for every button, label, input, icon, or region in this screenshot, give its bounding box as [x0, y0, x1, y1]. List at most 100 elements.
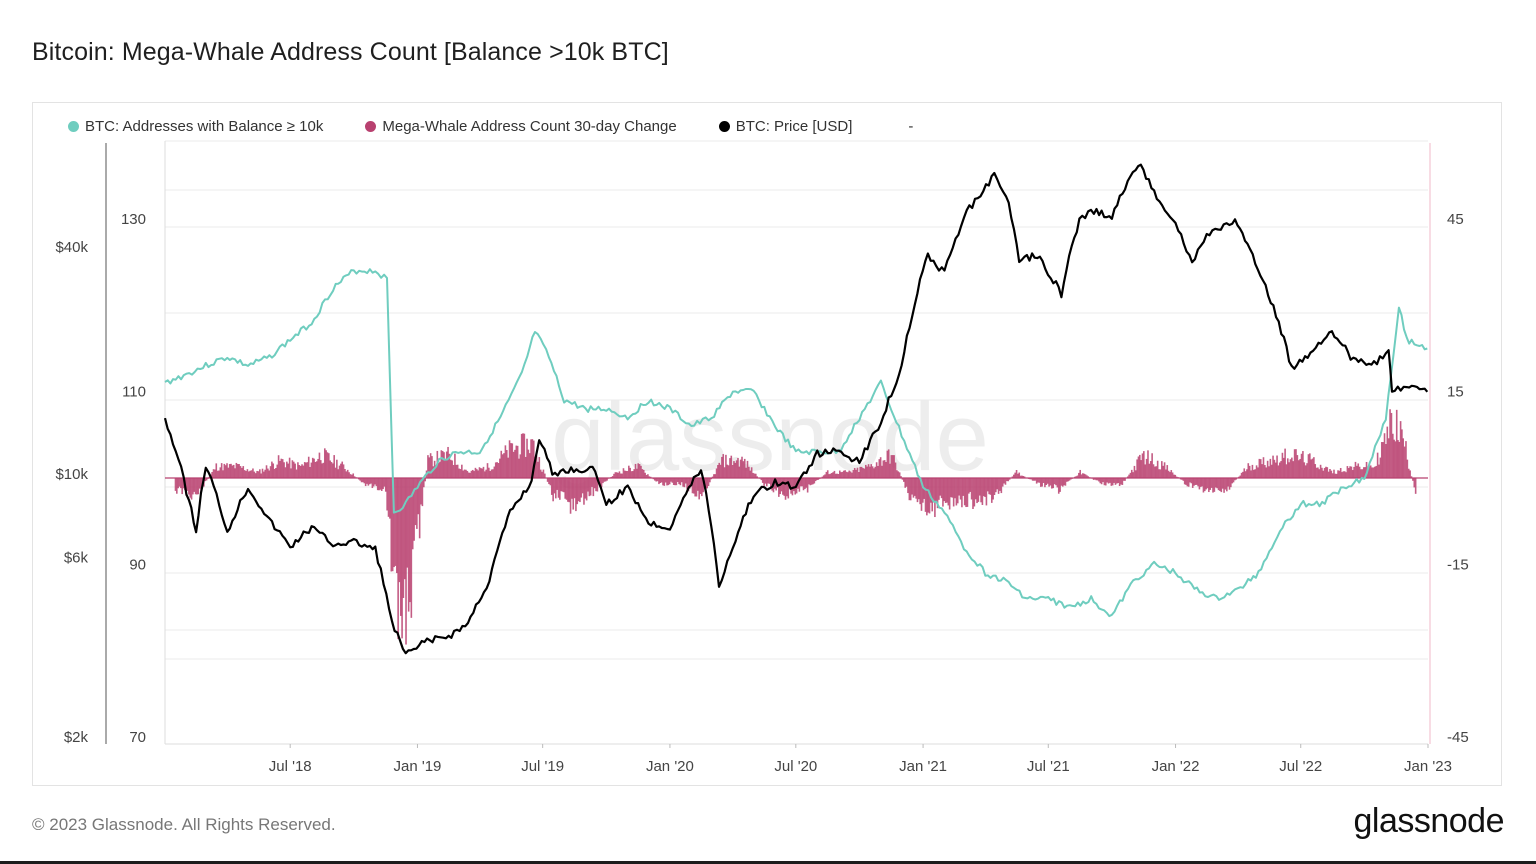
change-bar [862, 468, 864, 478]
change-bar [1339, 467, 1342, 478]
change-bar [448, 453, 451, 478]
glassnode-logo[interactable]: glassnode [1353, 802, 1504, 840]
change-bar [322, 462, 325, 478]
change-bar [1280, 461, 1282, 478]
change-bar [357, 478, 360, 480]
change-bar [281, 459, 284, 478]
change-bar [417, 478, 420, 515]
change-bar [1118, 478, 1121, 487]
change-bar [427, 455, 429, 478]
change-bar [380, 478, 383, 491]
change-bar [473, 471, 475, 478]
change-bar [1167, 470, 1170, 478]
change-bar [1023, 476, 1026, 478]
change-bar [485, 469, 487, 478]
change-bar [176, 478, 178, 494]
change-bar [726, 464, 729, 478]
change-bar [621, 473, 623, 478]
change-bar [1019, 475, 1022, 478]
change-bar [1044, 478, 1046, 488]
change-bar [1357, 463, 1360, 478]
change-bar [1327, 471, 1330, 478]
change-bar [1113, 478, 1115, 483]
change-tick-label: -45 [1447, 729, 1469, 746]
change-bar [675, 478, 678, 486]
change-bar [1270, 464, 1273, 478]
legend-extra[interactable]: - [908, 118, 914, 135]
change-bar [413, 478, 415, 541]
change-bar [930, 478, 932, 503]
change-bar [918, 478, 920, 500]
change-bar [1095, 478, 1098, 481]
change-bar [1399, 421, 1402, 478]
change-bar [869, 466, 871, 478]
change-bar [286, 461, 288, 478]
change-bar [267, 468, 269, 478]
change-bar [254, 473, 257, 478]
change-bar [659, 478, 662, 483]
change-bar [482, 466, 485, 478]
change-bar [378, 478, 380, 491]
change-bar [1116, 478, 1118, 484]
change-bar [1253, 469, 1255, 478]
change-bar [389, 478, 391, 519]
change-bar [512, 451, 515, 478]
change-bar [1318, 469, 1321, 478]
change-bar [725, 454, 727, 478]
change-bar [1048, 478, 1050, 487]
change-bar [313, 458, 315, 478]
change-bar [573, 478, 576, 499]
change-bar [1329, 469, 1331, 478]
change-bar [856, 467, 859, 478]
change-bar [896, 470, 898, 478]
change-bar [526, 438, 528, 478]
change-bar [1163, 462, 1166, 478]
change-bar [698, 478, 700, 500]
change-bar [1402, 438, 1405, 478]
change-bar [746, 460, 749, 478]
change-bar [351, 474, 353, 478]
change-bar [379, 478, 382, 490]
change-bar [315, 461, 318, 478]
change-bar [569, 478, 572, 514]
change-bar [384, 478, 387, 492]
legend-item-change[interactable]: Mega-Whale Address Count 30-day Change [365, 118, 677, 135]
change-bar [340, 463, 342, 478]
change-bar [1144, 464, 1147, 478]
change-bar [1189, 478, 1191, 483]
legend: BTC: Addresses with Balance ≥ 10k Mega-W… [68, 118, 913, 135]
change-bar [950, 478, 952, 498]
change-bar [908, 478, 911, 501]
change-bar [958, 478, 960, 496]
change-bar [1094, 478, 1096, 480]
change-bar [812, 478, 814, 485]
change-bar [549, 478, 552, 486]
change-bar [1331, 473, 1334, 478]
change-bar [311, 457, 314, 478]
change-bar [303, 462, 306, 478]
change-bar [860, 466, 863, 478]
change-bar [774, 478, 776, 489]
change-bar [1276, 455, 1278, 478]
change-bar [553, 478, 556, 494]
change-bar [581, 478, 584, 494]
change-bar [1293, 449, 1296, 478]
change-bar [897, 471, 900, 478]
change-bar [874, 466, 877, 478]
change-bar [364, 478, 367, 487]
legend-item-addresses[interactable]: BTC: Addresses with Balance ≥ 10k [68, 118, 323, 135]
change-bar [602, 478, 604, 484]
change-bar [1259, 459, 1262, 478]
change-bar [1198, 478, 1201, 490]
change-bar [1407, 468, 1410, 478]
change-bar [973, 478, 976, 507]
change-bar [1186, 478, 1189, 487]
change-bar [215, 463, 218, 478]
change-bar [228, 464, 231, 478]
change-bar [579, 478, 581, 503]
change-bar [1284, 448, 1286, 478]
legend-item-price[interactable]: BTC: Price [USD] [718, 118, 852, 135]
change-bar [272, 463, 275, 478]
change-bar [177, 478, 179, 489]
change-bar [615, 472, 618, 478]
